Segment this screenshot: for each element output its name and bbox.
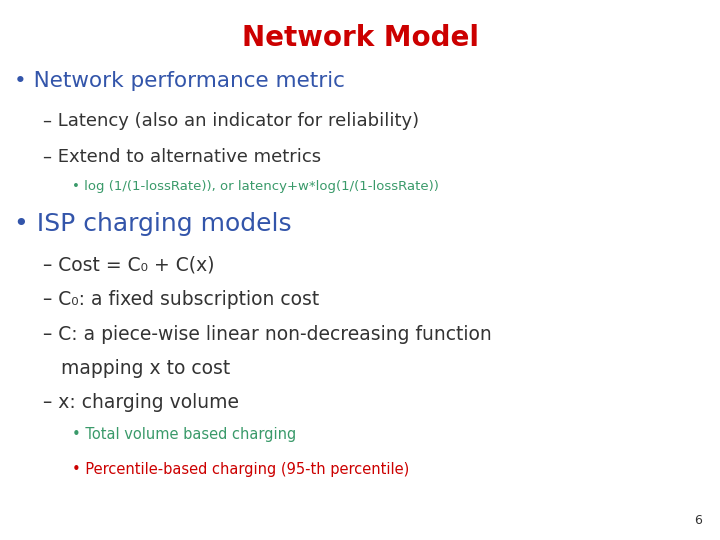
Text: mapping x to cost: mapping x to cost [43, 359, 230, 378]
Text: • Percentile-based charging (95-th percentile): • Percentile-based charging (95-th perce… [72, 462, 409, 477]
Text: Network Model: Network Model [241, 24, 479, 52]
Text: 6: 6 [694, 514, 702, 526]
Text: • ISP charging models: • ISP charging models [14, 212, 292, 236]
Text: – Extend to alternative metrics: – Extend to alternative metrics [43, 147, 321, 166]
Text: – C₀: a fixed subscription cost: – C₀: a fixed subscription cost [43, 290, 320, 309]
Text: – Cost = C₀ + C(x): – Cost = C₀ + C(x) [43, 255, 215, 274]
Text: – Latency (also an indicator for reliability): – Latency (also an indicator for reliabi… [43, 112, 419, 131]
Text: • Total volume based charging: • Total volume based charging [72, 427, 296, 442]
Text: – C: a piece-wise linear non-decreasing function: – C: a piece-wise linear non-decreasing … [43, 325, 492, 345]
Text: • Network performance metric: • Network performance metric [14, 71, 346, 91]
Text: – x: charging volume: – x: charging volume [43, 393, 239, 412]
Text: • log (1/(1-lossRate)), or latency+w*log(1/(1-lossRate)): • log (1/(1-lossRate)), or latency+w*log… [72, 180, 439, 193]
